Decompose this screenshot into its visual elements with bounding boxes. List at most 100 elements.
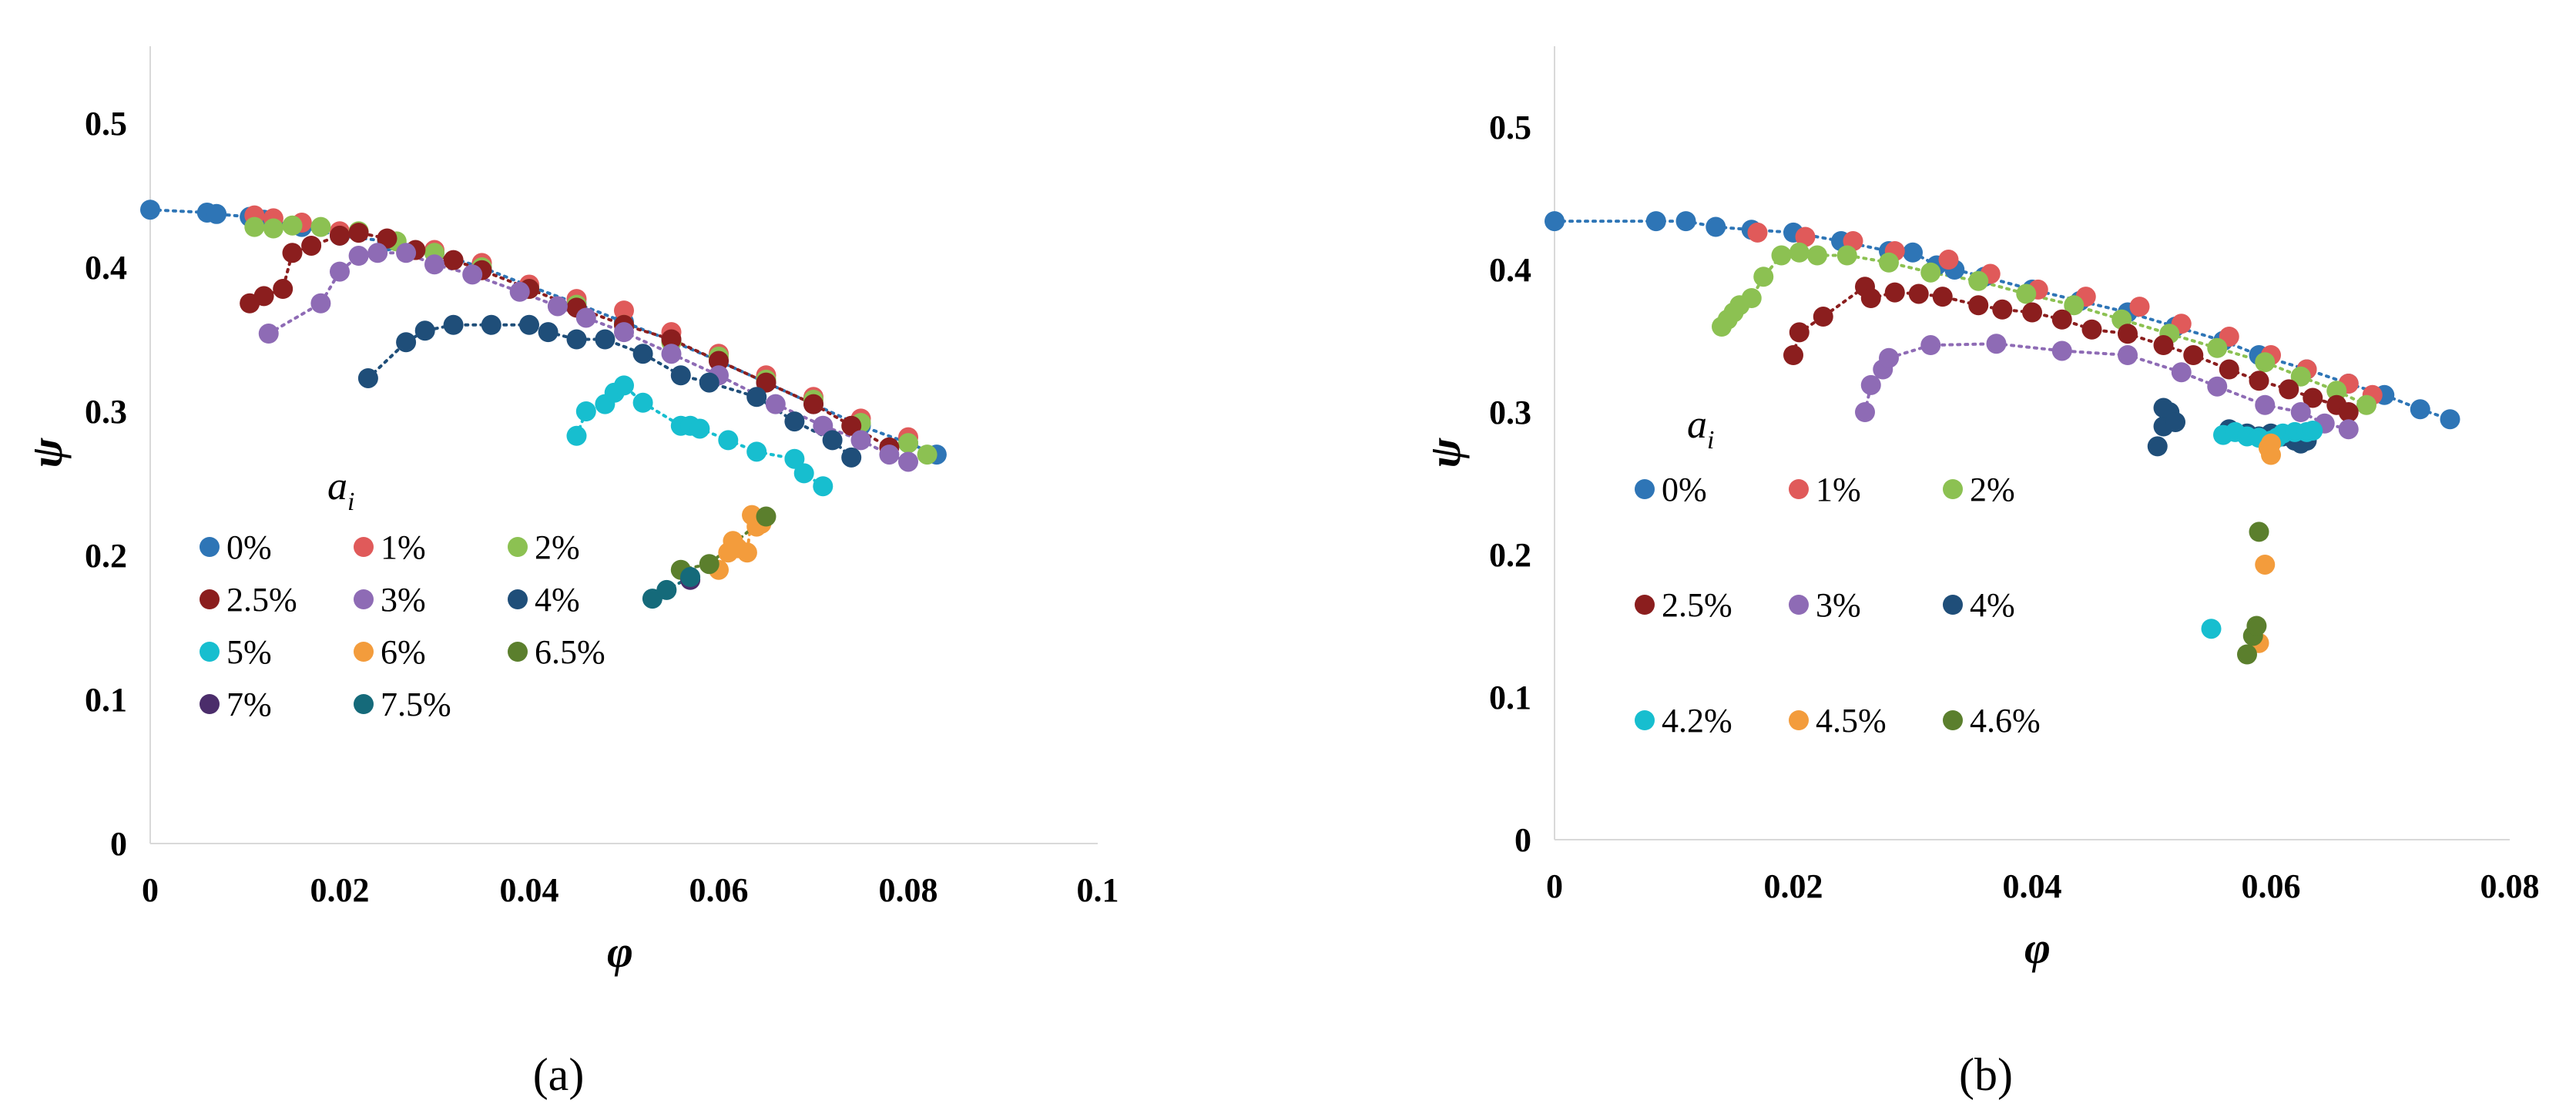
panel-a-legend-label: 1% bbox=[381, 528, 426, 566]
panel-b-data-point bbox=[2290, 402, 2311, 422]
panel-b-legend-label: 1% bbox=[1816, 471, 1861, 508]
panel-a-legend-marker bbox=[200, 694, 220, 714]
panel-a-data-point bbox=[330, 261, 350, 282]
panel-b-x-tick-label: 0.06 bbox=[2242, 867, 2301, 905]
panel-a-data-point bbox=[244, 216, 265, 237]
panel-a-legend-title: ai bbox=[327, 465, 354, 516]
panel-a-y-tick-label: 0 bbox=[110, 825, 127, 863]
panel-b-data-point bbox=[1795, 226, 1816, 247]
panel-b-data-point bbox=[2290, 366, 2311, 387]
panel-b-data-point bbox=[2303, 387, 2323, 408]
panel-a-legend-item: 6% bbox=[354, 633, 426, 671]
panel-a-legend-marker bbox=[354, 694, 374, 714]
panel-b-legend-label: 4.6% bbox=[1970, 702, 2041, 740]
panel-a-data-point bbox=[898, 451, 918, 472]
panel-b-data-point bbox=[2255, 394, 2276, 415]
panel-a-data-point bbox=[377, 228, 397, 249]
panel-b-legend-item: 4% bbox=[1943, 586, 2015, 624]
panel-b-data-point bbox=[2410, 399, 2430, 420]
panel-b-legend-marker bbox=[1789, 595, 1809, 615]
panel-a-data-point bbox=[566, 329, 587, 350]
panel-b-y-tick-label: 0.4 bbox=[1489, 251, 1531, 289]
panel-a-legend-marker bbox=[200, 589, 220, 609]
panel-a-data-point bbox=[699, 372, 719, 393]
panel-a-y-tick-label: 0.5 bbox=[85, 105, 127, 143]
panel-b-data-point bbox=[2303, 421, 2323, 441]
panel-b-data-point bbox=[2051, 340, 2072, 361]
panel-a-legend-marker bbox=[354, 642, 374, 662]
panel-a-legend-marker bbox=[508, 642, 528, 662]
panel-a-data-point bbox=[414, 320, 435, 341]
panel-b-data-point bbox=[1645, 211, 1666, 232]
panel-a-legend-item: 2.5% bbox=[200, 581, 297, 619]
panel-a-data-point bbox=[282, 215, 303, 236]
panel-b-data-point bbox=[1813, 307, 1833, 327]
panel-a-data-point bbox=[310, 293, 331, 314]
panel-b-legend-marker bbox=[1789, 479, 1809, 499]
panel-b-legend-label: 2% bbox=[1970, 471, 2015, 508]
panel-b-data-point bbox=[1879, 347, 1899, 368]
panel-a-data-point bbox=[614, 300, 634, 321]
panel-b-legend-label: 4% bbox=[1970, 586, 2015, 624]
panel-b-data-point bbox=[1836, 245, 1857, 266]
panel-b-x-tick-label: 0.08 bbox=[2480, 867, 2540, 905]
panel-b-data-point bbox=[1747, 222, 1768, 243]
panel-a-data-point bbox=[462, 264, 483, 285]
panel-b-data-point bbox=[2249, 371, 2269, 391]
panel-a-legend-label: 3% bbox=[381, 581, 426, 619]
panel-a-legend-marker bbox=[354, 537, 374, 557]
panel-b-data-point bbox=[2051, 309, 2072, 330]
panel-b-legend-item: 4.2% bbox=[1635, 702, 1732, 740]
panel-a-data-point bbox=[689, 418, 710, 439]
panel-a-data-point bbox=[632, 344, 653, 364]
panel-a-data-point bbox=[538, 322, 558, 343]
panel-b-legend-item: 1% bbox=[1789, 471, 1861, 508]
panel-a-data-point bbox=[253, 286, 274, 307]
panel-a-data-point bbox=[803, 394, 823, 414]
panel-b-data-point bbox=[1920, 262, 1941, 283]
panel-a-x-tick-label: 0.02 bbox=[310, 871, 370, 909]
panel-b-data-point bbox=[2255, 352, 2276, 373]
panel-a-legend-item: 1% bbox=[354, 528, 426, 566]
panel-b-data-point bbox=[2338, 419, 2359, 440]
panel-a-data-point bbox=[140, 200, 160, 220]
panel-a-data-point bbox=[206, 203, 227, 224]
panel-b-data-point bbox=[1968, 295, 1989, 316]
panel-a-legend-item: 3% bbox=[354, 581, 426, 619]
panel-a-data-point bbox=[756, 372, 776, 393]
panel-b-data-point bbox=[2171, 362, 2192, 383]
panel-a-data-point bbox=[656, 579, 677, 600]
panel-b-data-point bbox=[2279, 379, 2299, 400]
panel-a-data-point bbox=[424, 254, 444, 275]
panel-b-y-tick-label: 0 bbox=[1514, 821, 1531, 859]
panel-a-x-tick-label: 0.04 bbox=[500, 871, 559, 909]
panel-a-x-tick-label: 0.08 bbox=[879, 871, 938, 909]
panel-a-data-point bbox=[756, 506, 776, 527]
panel-a-y-tick-label: 0.3 bbox=[85, 393, 127, 431]
panel-a-data-point bbox=[718, 430, 739, 451]
panel-a-legend-label: 4% bbox=[535, 581, 580, 619]
panel-a-legend-label: 7% bbox=[226, 686, 272, 723]
panel-a-legend-label: 2.5% bbox=[226, 581, 297, 619]
panel-b-data-point bbox=[2207, 337, 2228, 358]
panel-b-y-axis-label: ψ bbox=[1420, 437, 1470, 468]
panel-a-legend-marker bbox=[200, 537, 220, 557]
panel-a-data-point bbox=[614, 375, 634, 396]
panel-a-legend-marker bbox=[508, 537, 528, 557]
panel-a-data-point bbox=[736, 542, 757, 563]
panel-a-x-axis-label: φ bbox=[607, 927, 633, 977]
panel-a-data-point bbox=[614, 322, 634, 343]
panel-b-legend-item: 3% bbox=[1789, 586, 1861, 624]
panel-a-data-point bbox=[813, 476, 834, 497]
panel-a-legend-marker bbox=[354, 589, 374, 609]
panel-b-data-point bbox=[2129, 297, 2150, 317]
panel-b-data-point bbox=[1986, 334, 2007, 354]
panel-b-data-point bbox=[1860, 288, 1881, 308]
panel-a-data-point bbox=[746, 387, 767, 408]
panel-b-trend-line-2pct bbox=[1720, 250, 2368, 407]
panel-a-data-point bbox=[575, 307, 596, 328]
panel-b-data-point bbox=[1807, 245, 1827, 266]
panel-a-data-point bbox=[396, 243, 417, 263]
panel-b-y-tick-label: 0.1 bbox=[1489, 679, 1531, 716]
panel-a-data-point bbox=[699, 554, 719, 575]
